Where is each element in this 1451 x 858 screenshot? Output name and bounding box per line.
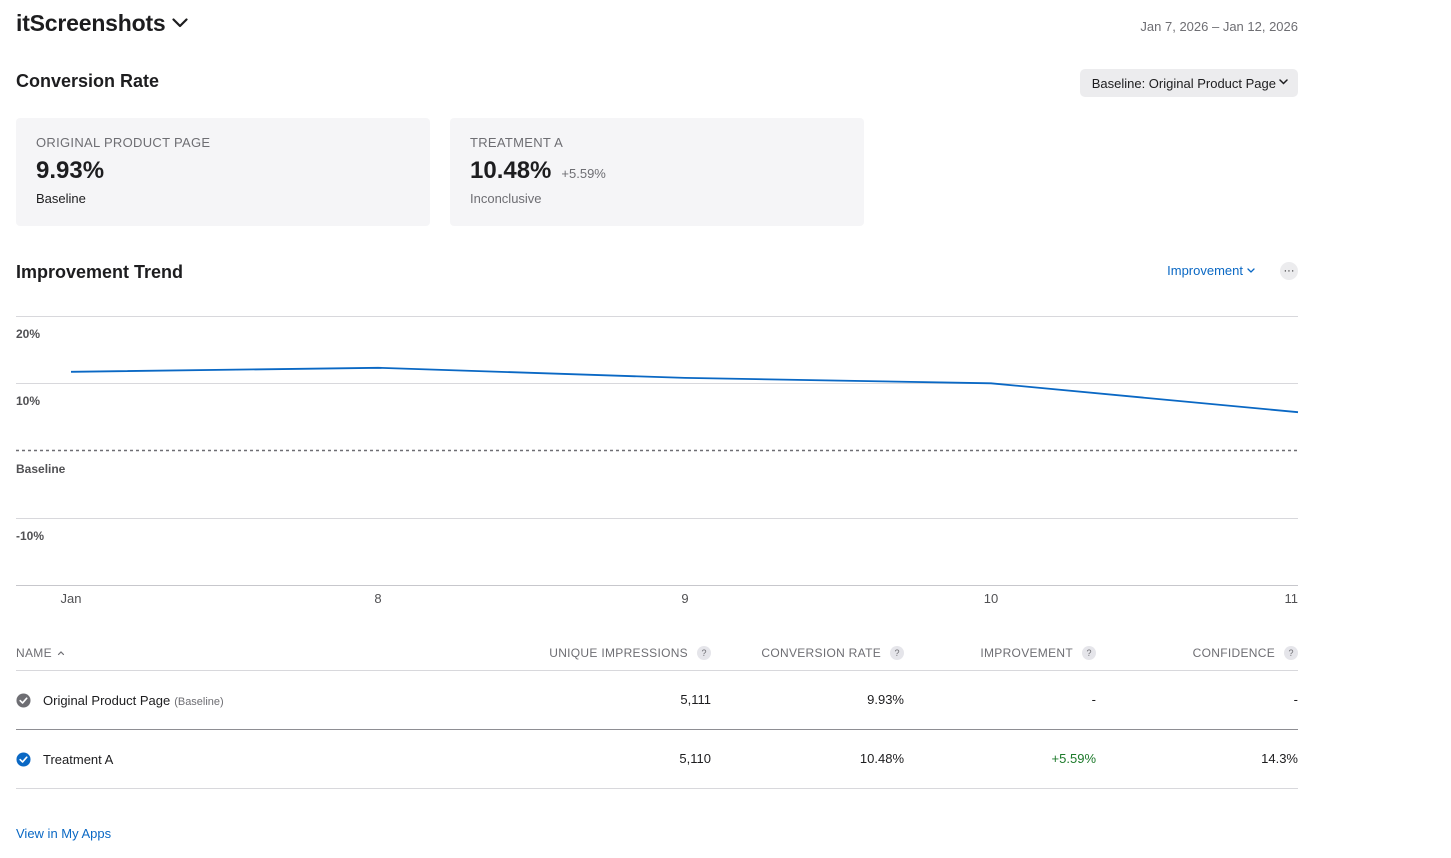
- treatment-card: TREATMENT A 10.48% +5.59% Inconclusive: [450, 118, 864, 226]
- cell-conversion: 9.93%: [867, 692, 904, 707]
- y-tick-label: 20%: [16, 327, 41, 341]
- x-tick-label: Jan: [60, 591, 82, 606]
- chart-x-axis: [16, 585, 1298, 586]
- y-tick-label: -10%: [16, 529, 45, 543]
- column-header-label: CONVERSION RATE: [761, 646, 881, 660]
- more-options-button[interactable]: ···: [1280, 262, 1298, 280]
- conversion-rate-title: Conversion Rate: [16, 71, 160, 91]
- card-label: TREATMENT A: [470, 135, 564, 150]
- series-line-treatment-a: [70, 366, 1299, 414]
- x-tick-label: 9: [681, 591, 689, 606]
- cell-improvement: +5.59%: [1051, 751, 1096, 766]
- checkmark-circle-icon: [16, 752, 31, 767]
- cell-impressions: 5,111: [680, 692, 711, 707]
- table-divider: [16, 670, 1298, 671]
- chevron-down-icon: [171, 18, 188, 28]
- cell-improvement: -: [1091, 692, 1096, 707]
- table-row-divider: [16, 788, 1298, 789]
- help-icon[interactable]: ?: [1082, 646, 1096, 660]
- table-row-name[interactable]: Original Product Page (Baseline): [16, 693, 224, 708]
- column-header-label: NAME: [16, 646, 52, 660]
- row-tag: (Baseline): [174, 696, 224, 708]
- baseline-card: ORIGINAL PRODUCT PAGE 9.93% Baseline: [16, 118, 430, 226]
- sort-ascending-icon: [57, 651, 64, 656]
- row-name: Original Product Page: [43, 693, 171, 708]
- column-header-label: UNIQUE IMPRESSIONS: [549, 646, 688, 660]
- app-title-dropdown[interactable]: itScreenshots: [16, 9, 188, 37]
- table-row-name[interactable]: Treatment A: [16, 752, 113, 767]
- row-name: Treatment A: [43, 752, 114, 767]
- card-delta: +5.59%: [561, 166, 606, 181]
- table-row-divider: [16, 729, 1298, 730]
- help-icon[interactable]: ?: [1284, 646, 1298, 660]
- column-header-confidence: CONFIDENCE ?: [1193, 646, 1298, 660]
- help-icon[interactable]: ?: [697, 646, 711, 660]
- checkmark-circle-icon: [16, 693, 31, 708]
- improvement-trend-title: Improvement Trend: [16, 262, 184, 282]
- baseline-select-label: Baseline: Original Product Page: [1091, 75, 1276, 91]
- cell-conversion: 10.48%: [859, 751, 904, 766]
- metric-select[interactable]: Improvement: [1167, 263, 1255, 278]
- column-header-impressions: UNIQUE IMPRESSIONS ?: [549, 646, 711, 660]
- cell-confidence: 14.3%: [1261, 751, 1298, 766]
- card-value: 9.93%: [36, 157, 105, 184]
- x-tick-label: 11: [1284, 591, 1299, 606]
- date-range: Jan 7, 2026 – Jan 12, 2026: [1140, 19, 1298, 34]
- chevron-down-icon: [1279, 79, 1288, 85]
- column-header-improvement: IMPROVEMENT ?: [980, 646, 1096, 660]
- help-icon[interactable]: ?: [890, 646, 904, 660]
- chart-gridline: [16, 518, 1298, 519]
- chevron-down-icon: [1247, 268, 1255, 273]
- x-tick-label: 10: [983, 591, 999, 606]
- view-in-my-apps-link[interactable]: View in My Apps: [16, 826, 112, 841]
- y-tick-label: 10%: [16, 394, 41, 408]
- cell-confidence: -: [1293, 692, 1298, 707]
- ellipsis-icon: ···: [1283, 265, 1295, 277]
- card-status: Baseline: [36, 191, 86, 206]
- baseline-select[interactable]: Baseline: Original Product Page: [1079, 69, 1298, 97]
- app-title: itScreenshots: [16, 10, 166, 36]
- y-tick-label: Baseline: [16, 462, 66, 476]
- card-status: Inconclusive: [470, 191, 542, 206]
- metric-select-label: Improvement: [1167, 263, 1243, 278]
- column-header-label: IMPROVEMENT: [980, 646, 1073, 660]
- card-label: ORIGINAL PRODUCT PAGE: [36, 135, 211, 150]
- cell-impressions: 5,110: [679, 751, 711, 766]
- column-header-name[interactable]: NAME: [16, 646, 65, 660]
- column-header-conversion: CONVERSION RATE ?: [761, 646, 904, 660]
- x-tick-label: 8: [374, 591, 382, 606]
- card-value: 10.48%: [470, 157, 552, 184]
- chart-gridline: [16, 383, 1298, 384]
- column-header-label: CONFIDENCE: [1192, 646, 1275, 660]
- chart-gridline: [16, 316, 1298, 317]
